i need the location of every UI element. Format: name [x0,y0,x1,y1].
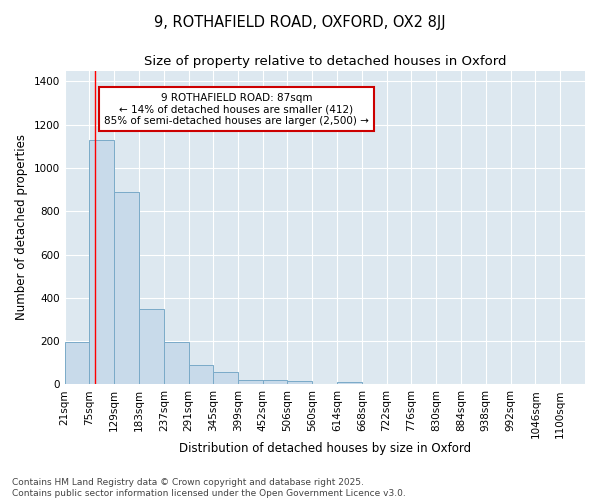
Bar [114,192,139,384]
Title: Size of property relative to detached houses in Oxford: Size of property relative to detached ho… [143,55,506,68]
Text: Contains HM Land Registry data © Crown copyright and database right 2025.
Contai: Contains HM Land Registry data © Crown c… [12,478,406,498]
Bar [89,140,114,384]
Bar [139,308,164,384]
Bar [65,342,89,384]
Y-axis label: Number of detached properties: Number of detached properties [15,134,28,320]
Bar [238,380,263,384]
X-axis label: Distribution of detached houses by size in Oxford: Distribution of detached houses by size … [179,442,471,455]
Text: 9, ROTHAFIELD ROAD, OXFORD, OX2 8JJ: 9, ROTHAFIELD ROAD, OXFORD, OX2 8JJ [154,15,446,30]
Bar [263,380,287,384]
Bar [188,365,214,384]
Bar [214,372,238,384]
Bar [337,382,362,384]
Text: 9 ROTHAFIELD ROAD: 87sqm
← 14% of detached houses are smaller (412)
85% of semi-: 9 ROTHAFIELD ROAD: 87sqm ← 14% of detach… [104,92,369,126]
Bar [164,342,188,384]
Bar [287,381,312,384]
